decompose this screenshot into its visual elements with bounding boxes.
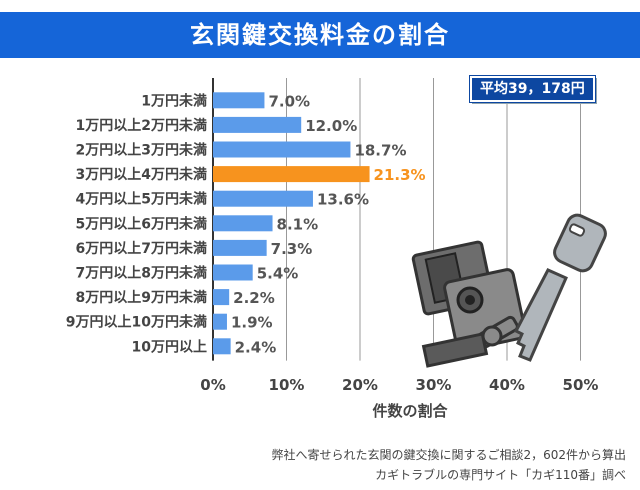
x-tick-labels: 0% 10% 20% 30% 40% 50% [200,376,598,394]
value-label: 2.4% [235,338,277,356]
bar [213,166,370,183]
bar [213,190,313,207]
category-label: 9万円以上10万円未満 [66,314,207,331]
category-label: 4万円以上5万円未満 [76,191,207,208]
lock-key-illustration [411,213,607,368]
x-tick-label: 30% [416,376,452,394]
category-label: 8万円以上9万円未満 [76,289,207,306]
chart-title: 玄関鍵交換料金の割合 [190,21,450,49]
bar [213,215,273,232]
bar [213,264,253,281]
value-label: 7.0% [268,92,310,110]
category-label: 10万円以上 [132,339,207,355]
value-label: 12.0% [305,117,357,135]
category-labels: 1万円未満 1万円以上2万円未満 2万円以上3万円未満 3万円以上4万円未満 4万円以上… [66,92,207,355]
category-label: 2万円以上3万円未満 [76,142,207,159]
footer-note-source: 弊社へ寄せられた玄関の鍵交換に関するご相談2，602件から算出 [271,448,626,462]
value-labels: 7.0% 12.0% 18.7% 21.3% 13.6% 8.1% 7.3% 5.4% 2.2%… [231,92,426,356]
bar [213,289,230,306]
title-bar: 玄関鍵交換料金の割合 [0,12,640,58]
x-tick-label: 10% [269,376,305,394]
bar [213,141,351,158]
value-label: 21.3% [374,166,426,184]
value-label: 2.2% [233,289,275,307]
footer-note-site: カギトラブルの専門サイト「カギ110番」調べ [375,468,626,482]
value-label: 13.6% [317,191,369,209]
bars [213,92,370,355]
x-axis-label: 件数の割合 [372,402,448,420]
category-label: 6万円以上7万円未満 [76,240,207,257]
value-label: 1.9% [231,314,273,332]
value-label: 8.1% [277,215,319,233]
category-label: 7万円以上8万円未満 [76,265,207,282]
bar [213,313,227,330]
cylinder-lock-icon [411,240,527,368]
category-label: 3万円以上4万円未満 [76,166,207,183]
bar [213,338,231,355]
value-label: 7.3% [271,240,313,258]
average-badge: 平均39，178円 [469,75,596,103]
value-label: 5.4% [257,265,299,283]
x-tick-label: 50% [563,376,599,394]
category-label: 1万円未満 [141,92,207,109]
category-label: 1万円以上2万円未満 [76,117,207,134]
bar [213,116,302,133]
category-label: 5万円以上6万円未満 [76,215,207,232]
x-tick-label: 40% [489,376,525,394]
bar-chart: 1万円未満 1万円以上2万円未満 2万円以上3万円未満 3万円以上4万円未満 4万円以上… [66,78,607,420]
bar [213,92,265,109]
x-tick-label: 0% [200,376,225,394]
x-tick-label: 20% [342,376,378,394]
value-label: 18.7% [354,142,406,160]
bar [213,239,267,256]
key-icon [513,213,607,362]
